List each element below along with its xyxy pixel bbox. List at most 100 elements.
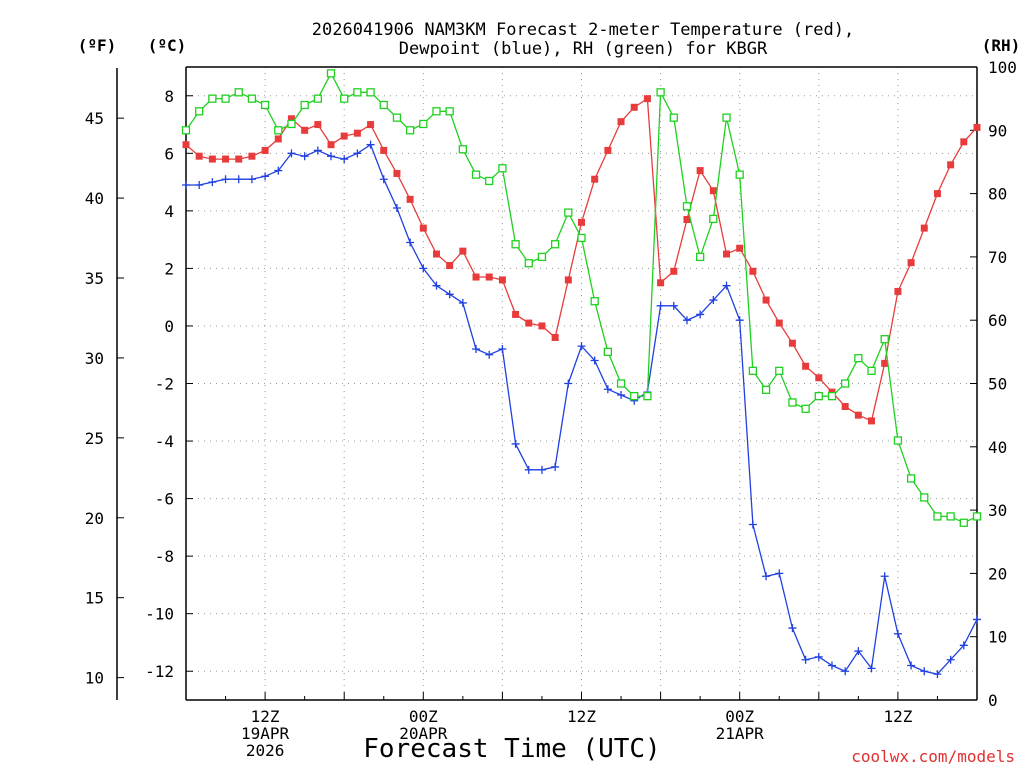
x-axis-label: Forecast Time (UTC) [363, 734, 660, 764]
dewpoint-point [590, 356, 599, 365]
fahrenheit-tick-label: 15 [85, 589, 104, 608]
x-tick-label: 21APR [716, 724, 765, 743]
temperature-point [472, 273, 480, 281]
rh-tick-label: 20 [988, 564, 1007, 583]
rh-point [550, 240, 560, 249]
celsius-tick-label: 4 [164, 202, 174, 221]
temperature-point [670, 267, 678, 275]
dewpoint-point [287, 149, 296, 158]
chart-title-line-2: Dewpoint (blue), RH (green) for KBGR [399, 39, 768, 59]
rh-point [972, 512, 982, 521]
temperature-point [380, 146, 388, 154]
dewpoint-point [682, 316, 691, 325]
rh-point [735, 170, 744, 179]
rh-point [287, 119, 296, 129]
temperature-point [591, 175, 599, 183]
temperature-point [195, 152, 203, 160]
rh-point [827, 392, 837, 401]
rh-point [775, 366, 784, 375]
rh-point [511, 240, 520, 249]
rh-point [801, 404, 810, 413]
temperature-series [182, 95, 981, 425]
rh-tick-label: 60 [988, 311, 1007, 330]
rh-point [260, 100, 270, 110]
rh-point [208, 94, 217, 103]
dewpoint-point [762, 572, 771, 581]
dewpoint-point [893, 629, 902, 638]
rh-point [524, 259, 533, 268]
dewpoint-point [551, 462, 560, 471]
dewpoint-point [524, 465, 533, 474]
x-tick-label: 20APR [399, 724, 448, 743]
rh-point [577, 233, 586, 243]
dewpoint-point [577, 342, 586, 351]
rh-point [959, 518, 968, 527]
temperature-point [683, 215, 691, 223]
rh-tick-label: 70 [988, 248, 1007, 267]
celsius-tick-label: -2 [155, 375, 174, 394]
dewpoint-point [959, 641, 968, 650]
rh-tick-label: 50 [988, 375, 1007, 394]
temperature-point [564, 276, 572, 284]
dewpoint-point [498, 344, 507, 353]
dewpoint-point [973, 615, 981, 624]
dewpoint-point [234, 175, 243, 184]
rh-point [709, 214, 718, 224]
dewpoint-point [458, 298, 467, 307]
temperature-point [340, 132, 348, 140]
rh-point [946, 512, 955, 521]
dewpoint-point [907, 661, 916, 670]
rh-tick-label: 80 [988, 185, 1007, 204]
dewpoint-point [920, 667, 929, 676]
temperature-point [274, 135, 282, 143]
temperature-point [709, 187, 717, 195]
rh-point [788, 398, 797, 407]
tick-labels: 86420-2-4-6-8-10-12454035302520151010090… [85, 58, 1017, 760]
celsius-axis-unit: (ºC) [148, 36, 187, 55]
temperature-point [604, 146, 612, 154]
rh-line [185, 71, 978, 524]
temperature-point [538, 322, 546, 330]
temperature-point [802, 362, 810, 370]
dewpoint-point [564, 379, 573, 388]
dewpoint-point [366, 140, 375, 149]
x-tick-label: 12Z [883, 707, 912, 726]
temperature-point [498, 276, 506, 284]
temperature-point [960, 138, 968, 146]
dewpoint-point [617, 391, 626, 400]
rh-point [537, 252, 547, 262]
dewpoint-point [327, 152, 336, 161]
rh-point [841, 379, 850, 388]
rh-point [485, 176, 494, 186]
data-series [181, 69, 982, 679]
dewpoint-point [472, 344, 481, 353]
dewpoint-point [392, 203, 401, 212]
rh-point [458, 145, 468, 154]
dewpoint-point [841, 667, 850, 676]
dewpoint-point [854, 647, 863, 656]
fahrenheit-axis-unit: (ºF) [78, 36, 117, 55]
temperature-point [287, 115, 295, 123]
x-tick-label: 2026 [246, 741, 285, 760]
temperature-point [551, 333, 559, 341]
x-tick-label: 12Z [251, 707, 280, 726]
rh-tick-label: 30 [988, 501, 1007, 520]
temperature-point [643, 95, 651, 103]
rh-point [366, 88, 375, 97]
dewpoint-point [814, 652, 823, 661]
temperature-point [617, 118, 625, 126]
axes [116, 66, 978, 701]
rh-point [696, 252, 705, 262]
rh-point [247, 94, 257, 103]
temperature-point [406, 195, 414, 203]
rh-point [906, 474, 916, 483]
dewpoint-point [313, 146, 322, 155]
fahrenheit-tick-label: 10 [85, 669, 104, 688]
temperature-point [947, 161, 955, 169]
dewpoint-point [933, 670, 942, 679]
dewpoint-point [340, 155, 349, 164]
celsius-tick-label: -12 [145, 662, 174, 681]
rh-point [920, 493, 929, 502]
rh-point [590, 297, 599, 306]
grid-lines [186, 67, 977, 700]
